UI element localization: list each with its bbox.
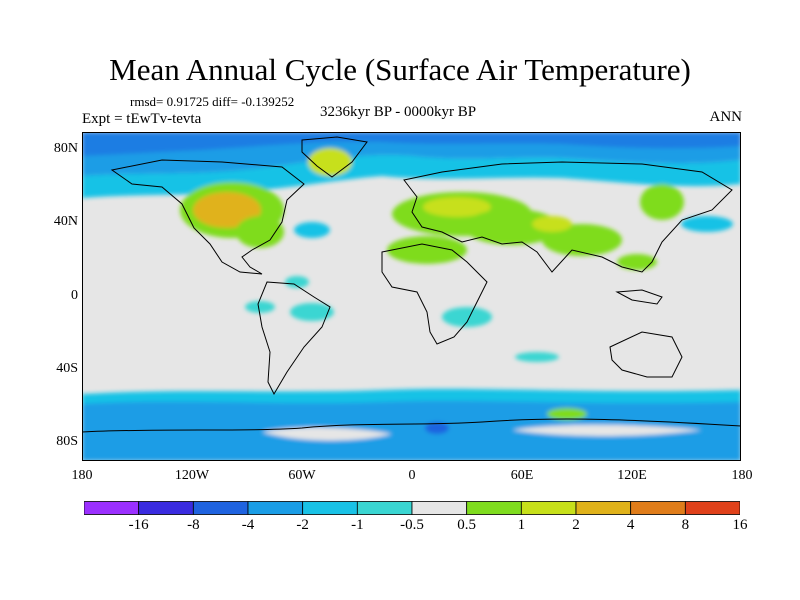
colorbar-label: 2 xyxy=(572,517,580,533)
period-label: 3236kyr BP - 0000kyr BP xyxy=(320,104,477,120)
colorbar-label: 4 xyxy=(626,517,635,533)
australia-outline xyxy=(609,331,683,378)
colorbar-label: -2 xyxy=(296,517,309,533)
season-label: ANN xyxy=(709,109,743,125)
colorbar-box xyxy=(84,501,140,515)
colorbar-box xyxy=(575,501,632,515)
colorbar-label: -8 xyxy=(187,517,200,533)
africa-outline xyxy=(381,243,488,345)
lat-label-40n: 40N xyxy=(53,214,78,229)
lat-label-40s: 40S xyxy=(56,361,78,376)
south-america-outline xyxy=(257,281,331,396)
map-title: Mean Annual Cycle (Surface Air Temperatu… xyxy=(109,52,691,87)
colorbar-label: -16 xyxy=(128,517,149,533)
anomaly-field xyxy=(82,132,741,461)
colorbar-box xyxy=(520,501,577,515)
coastlines xyxy=(82,136,741,433)
lon-label-180e: 180 xyxy=(731,468,753,483)
lon-label-180w: 180 xyxy=(71,468,93,483)
colorbar-label: -4 xyxy=(241,517,255,533)
colorbar-label: 1 xyxy=(517,517,526,533)
colorbar-box xyxy=(247,501,304,515)
north-america-outline xyxy=(110,159,305,275)
colorbar-label: 0.5 xyxy=(457,517,477,533)
color-bar xyxy=(84,501,740,515)
lat-label-0: 0 xyxy=(71,288,78,303)
greenland-outline xyxy=(301,136,368,178)
map-frame xyxy=(82,132,741,461)
lon-label-120w: 120W xyxy=(174,468,210,483)
stats-text: rmsd= 0.91725 diff= -0.139252 xyxy=(130,94,295,109)
colorbar-box xyxy=(192,501,249,515)
lon-label-60e: 60E xyxy=(510,468,534,483)
lon-label-120e: 120E xyxy=(617,468,647,483)
colorbar-box xyxy=(356,501,413,515)
lon-label-0: 0 xyxy=(408,468,416,483)
eurasia-outline xyxy=(403,161,733,273)
colorbar-box xyxy=(630,501,686,515)
lon-label-60w: 60W xyxy=(288,468,316,483)
lat-label-80n: 80N xyxy=(53,141,78,156)
colorbar-box xyxy=(466,501,522,515)
antarctica-outline xyxy=(82,418,741,433)
experiment-label: Expt = tEwTv-tevta xyxy=(82,111,202,127)
colorbar-label: 8 xyxy=(681,517,690,533)
colorbar-box xyxy=(411,501,468,515)
colorbar-box xyxy=(138,501,194,515)
colorbar-label: 16 xyxy=(732,517,748,533)
maritime-continent-outline xyxy=(615,289,663,305)
colorbar-box xyxy=(684,501,740,515)
colorbar-label: -1 xyxy=(351,517,364,533)
lat-label-80s: 80S xyxy=(56,434,78,449)
colorbar-label: -0.5 xyxy=(400,517,424,533)
temperature-map xyxy=(82,132,741,461)
colorbar-box xyxy=(302,501,358,515)
